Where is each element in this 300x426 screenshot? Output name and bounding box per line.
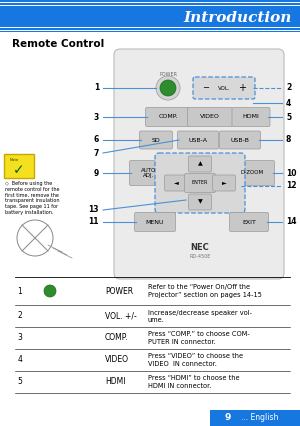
FancyBboxPatch shape	[155, 153, 245, 213]
Text: 8: 8	[286, 135, 291, 144]
Text: +: +	[238, 83, 246, 93]
FancyBboxPatch shape	[188, 156, 212, 172]
Text: ►: ►	[222, 181, 226, 185]
FancyBboxPatch shape	[134, 213, 176, 231]
Text: ... English: ... English	[241, 414, 279, 423]
Text: VOL.: VOL.	[218, 86, 230, 90]
Text: ▼: ▼	[198, 199, 203, 204]
FancyBboxPatch shape	[146, 107, 190, 127]
Text: 1: 1	[18, 287, 22, 296]
Text: −: −	[202, 83, 209, 92]
Text: ✓: ✓	[13, 163, 25, 177]
Text: 2: 2	[18, 311, 22, 320]
Text: 4: 4	[286, 98, 291, 107]
Text: 7: 7	[94, 149, 99, 158]
Text: Press “COMP.” to choose COM-
PUTER IN connector.: Press “COMP.” to choose COM- PUTER IN co…	[148, 331, 250, 345]
Text: USB-B: USB-B	[231, 138, 249, 143]
FancyBboxPatch shape	[178, 131, 218, 149]
Text: VIDEO: VIDEO	[200, 115, 220, 120]
Text: 5: 5	[286, 112, 291, 121]
Text: COMP.: COMP.	[158, 115, 178, 120]
Circle shape	[156, 76, 180, 100]
Text: Increase/decrease speaker vol-
ume.: Increase/decrease speaker vol- ume.	[148, 310, 252, 322]
Text: AUTO
ADJ.: AUTO ADJ.	[141, 167, 157, 178]
FancyBboxPatch shape	[188, 107, 232, 127]
Text: Press “VIDEO” to choose the
VIDEO  IN connector.: Press “VIDEO” to choose the VIDEO IN con…	[148, 354, 243, 366]
Text: 11: 11	[88, 218, 99, 227]
FancyBboxPatch shape	[232, 107, 270, 127]
FancyBboxPatch shape	[140, 131, 172, 149]
Text: MENU: MENU	[146, 219, 164, 225]
Text: 3: 3	[18, 334, 22, 343]
FancyBboxPatch shape	[212, 175, 236, 191]
Text: 9: 9	[94, 169, 99, 178]
Text: ◄: ◄	[174, 181, 178, 185]
Text: 12: 12	[286, 181, 296, 190]
Text: VIDEO: VIDEO	[105, 356, 129, 365]
Text: Note: Note	[10, 158, 19, 162]
FancyBboxPatch shape	[230, 161, 274, 185]
FancyBboxPatch shape	[0, 0, 300, 32]
FancyBboxPatch shape	[210, 410, 300, 426]
Text: HDMI: HDMI	[243, 115, 260, 120]
FancyBboxPatch shape	[188, 194, 212, 210]
Text: USB-A: USB-A	[188, 138, 208, 143]
Text: COMP.: COMP.	[105, 334, 129, 343]
Circle shape	[44, 285, 56, 297]
Text: D-ZOOM: D-ZOOM	[240, 170, 264, 176]
FancyBboxPatch shape	[130, 161, 169, 185]
Text: RD-450E: RD-450E	[189, 253, 211, 259]
FancyBboxPatch shape	[114, 49, 284, 279]
Text: 1: 1	[94, 83, 99, 92]
FancyBboxPatch shape	[193, 77, 255, 99]
Text: EXIT: EXIT	[242, 219, 256, 225]
Text: POWER: POWER	[105, 287, 133, 296]
Text: 9: 9	[225, 414, 231, 423]
FancyBboxPatch shape	[4, 154, 34, 178]
Text: 4: 4	[18, 356, 22, 365]
Text: HDMI: HDMI	[105, 377, 125, 386]
Text: 10: 10	[286, 169, 296, 178]
FancyBboxPatch shape	[164, 175, 188, 191]
Text: 5: 5	[18, 377, 22, 386]
Circle shape	[160, 80, 176, 96]
Text: POWER: POWER	[159, 72, 177, 77]
Text: NEC: NEC	[190, 242, 209, 251]
Text: Press “HDMI” to choose the
HDMI IN connector.: Press “HDMI” to choose the HDMI IN conne…	[148, 375, 240, 389]
Text: Introduction: Introduction	[184, 11, 292, 25]
Text: Refer to the “Power On/Off the
Projector” section on pages 14-15: Refer to the “Power On/Off the Projector…	[148, 285, 262, 297]
Text: 3: 3	[94, 112, 99, 121]
Text: ENTER: ENTER	[192, 181, 208, 185]
Text: 13: 13	[88, 205, 99, 215]
Text: VOL. +/-: VOL. +/-	[105, 311, 137, 320]
Text: ▲: ▲	[198, 161, 203, 167]
Text: 2: 2	[286, 83, 291, 92]
Text: 14: 14	[286, 218, 296, 227]
FancyBboxPatch shape	[220, 131, 260, 149]
Text: SD: SD	[152, 138, 160, 143]
Text: 6: 6	[94, 135, 99, 144]
FancyBboxPatch shape	[230, 213, 268, 231]
FancyBboxPatch shape	[184, 173, 215, 193]
Text: Remote Control: Remote Control	[12, 39, 104, 49]
Text: ◇  Before using the
remote control for the
first time, remove the
transparent in: ◇ Before using the remote control for th…	[5, 181, 59, 215]
